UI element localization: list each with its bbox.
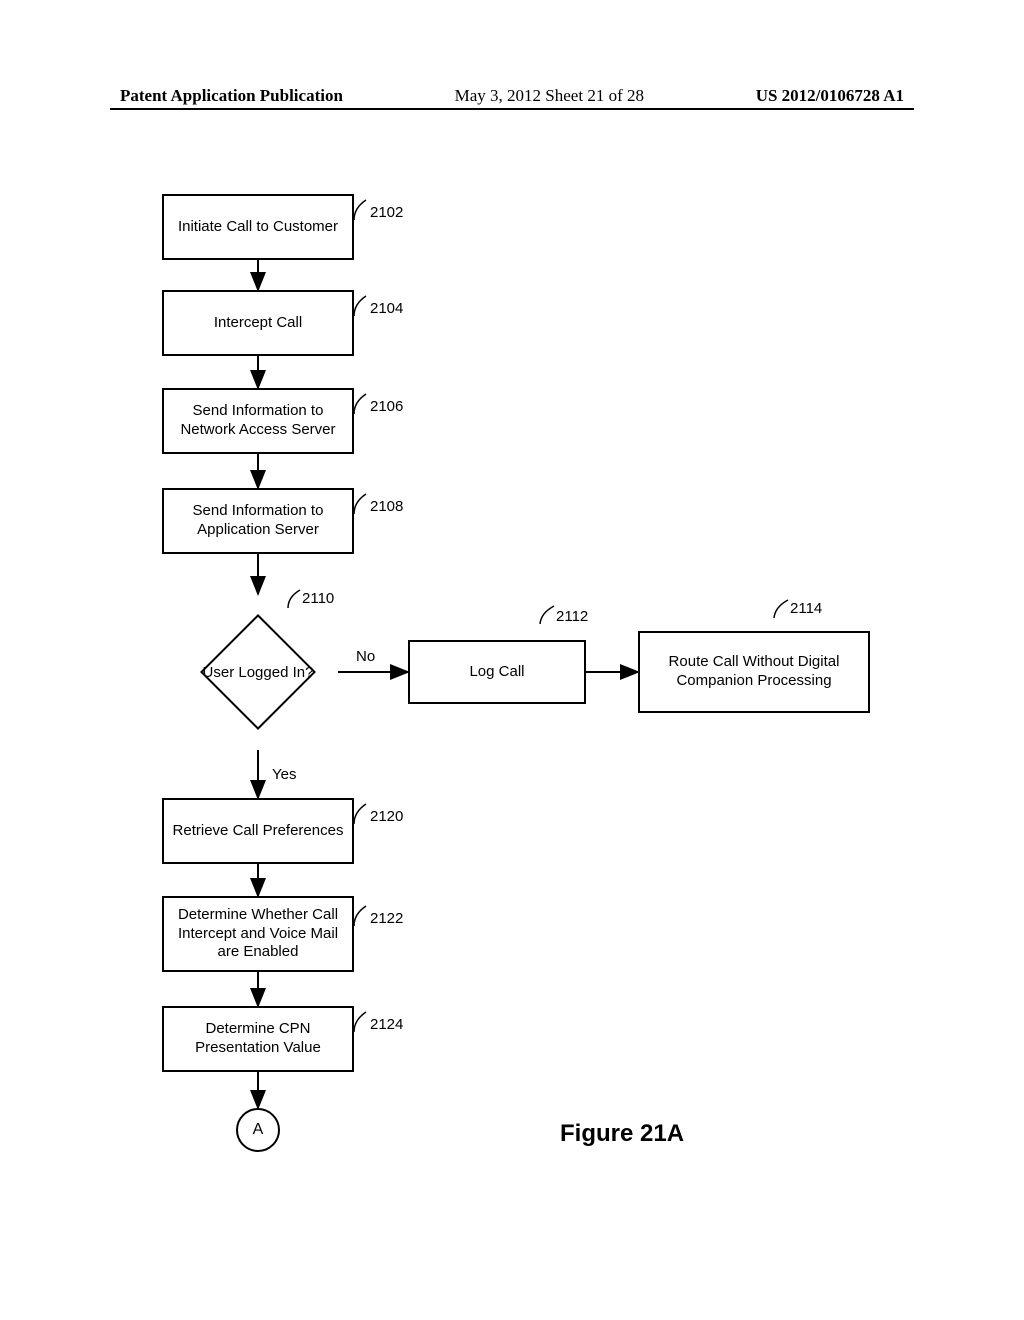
figure-title: Figure 21A — [560, 1120, 684, 1148]
flowchart-canvas: Initiate Call to Customer Intercept Call S… — [0, 0, 1024, 1320]
reference-label: 2104 — [370, 300, 403, 317]
process-node: Send Information to Application Server — [162, 488, 354, 554]
edge-label: No — [356, 648, 375, 665]
process-node: Send Information to Network Access Serve… — [162, 388, 354, 454]
reference-label: 2102 — [370, 204, 403, 221]
reference-label: 2106 — [370, 398, 403, 415]
reference-label: 2110 — [302, 590, 334, 607]
process-node: Initiate Call to Customer — [162, 194, 354, 260]
reference-label: 2124 — [370, 1016, 403, 1033]
process-node: Log Call — [408, 640, 586, 704]
process-node: Retrieve Call Preferences — [162, 798, 354, 864]
off-page-connector: A — [236, 1108, 280, 1152]
reference-label: 2114 — [790, 600, 822, 617]
process-node: Intercept Call — [162, 290, 354, 356]
reference-label: 2112 — [556, 608, 588, 625]
process-node: Route Call Without Digital Companion Pro… — [638, 631, 870, 713]
page: Patent Application Publication May 3, 20… — [0, 0, 1024, 1320]
reference-label: 2122 — [370, 910, 403, 927]
decision-label: User Logged In? — [200, 614, 316, 730]
edge-label: Yes — [272, 766, 296, 783]
reference-label: 2120 — [370, 808, 403, 825]
process-node: Determine CPN Presentation Value — [162, 1006, 354, 1072]
process-node: Determine Whether Call Intercept and Voi… — [162, 896, 354, 972]
reference-label: 2108 — [370, 498, 403, 515]
